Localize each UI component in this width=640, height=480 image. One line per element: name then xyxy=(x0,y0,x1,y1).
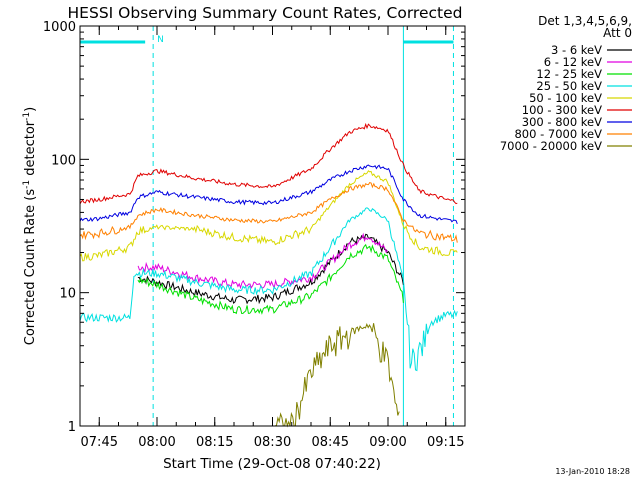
plot-frame xyxy=(79,25,466,427)
plot-area: N 1 10 100 1000 07:45 08:00 08:15 08:30 08:45 09… xyxy=(43,20,466,450)
legend-label: 6 - 12 keV xyxy=(544,55,602,69)
night-label: N xyxy=(157,35,164,45)
legend-header: Att 0 xyxy=(603,26,632,40)
y-axis-label: Corrected Count Rate (s-1 detector-1) xyxy=(22,107,38,345)
x-axis-label: Start Time (29-Oct-08 07:40:22) xyxy=(163,456,381,472)
legend-label: 50 - 100 keV xyxy=(529,91,602,105)
series-line-7 xyxy=(79,164,458,224)
chart-title: HESSI Observing Summary Count Rates, Cor… xyxy=(68,4,463,22)
series-line-2 xyxy=(137,232,388,290)
legend-label: 100 - 300 keV xyxy=(522,103,602,117)
series-line-4 xyxy=(79,207,458,372)
legend-label: 12 - 25 keV xyxy=(536,67,602,81)
x-tick-label: 08:45 xyxy=(312,435,349,450)
legend-label: 7000 - 20000 keV xyxy=(500,139,602,153)
series-line-8 xyxy=(79,182,458,243)
series-line-1 xyxy=(137,233,404,305)
y-tick-label: 1000 xyxy=(43,20,76,35)
series-line-5 xyxy=(79,170,458,262)
series-line-6 xyxy=(79,122,458,205)
x-tick-label: 08:15 xyxy=(196,435,233,450)
x-tick-label: 08:00 xyxy=(138,435,175,450)
x-tick-label: 09:00 xyxy=(369,435,406,450)
x-tick-label: 09:15 xyxy=(427,435,464,450)
series-line-3 xyxy=(137,243,404,315)
footer-date: 13-Jan-2010 18:28 xyxy=(555,467,630,476)
legend-label: 300 - 800 keV xyxy=(522,115,602,129)
legend-label: 25 - 50 keV xyxy=(536,79,602,93)
legend-label: 3 - 6 keV xyxy=(551,43,602,57)
legend-label: 800 - 7000 keV xyxy=(514,127,602,141)
x-tick-label: 08:30 xyxy=(254,435,291,450)
x-tick-label: 07:45 xyxy=(81,435,118,450)
y-tick-label: 10 xyxy=(59,287,76,302)
series-line-9 xyxy=(272,322,400,428)
legend-header: Det 1,3,4,5,6,9, xyxy=(538,14,632,28)
y-tick-label: 100 xyxy=(51,153,76,168)
y-tick-label: 1 xyxy=(68,420,76,435)
